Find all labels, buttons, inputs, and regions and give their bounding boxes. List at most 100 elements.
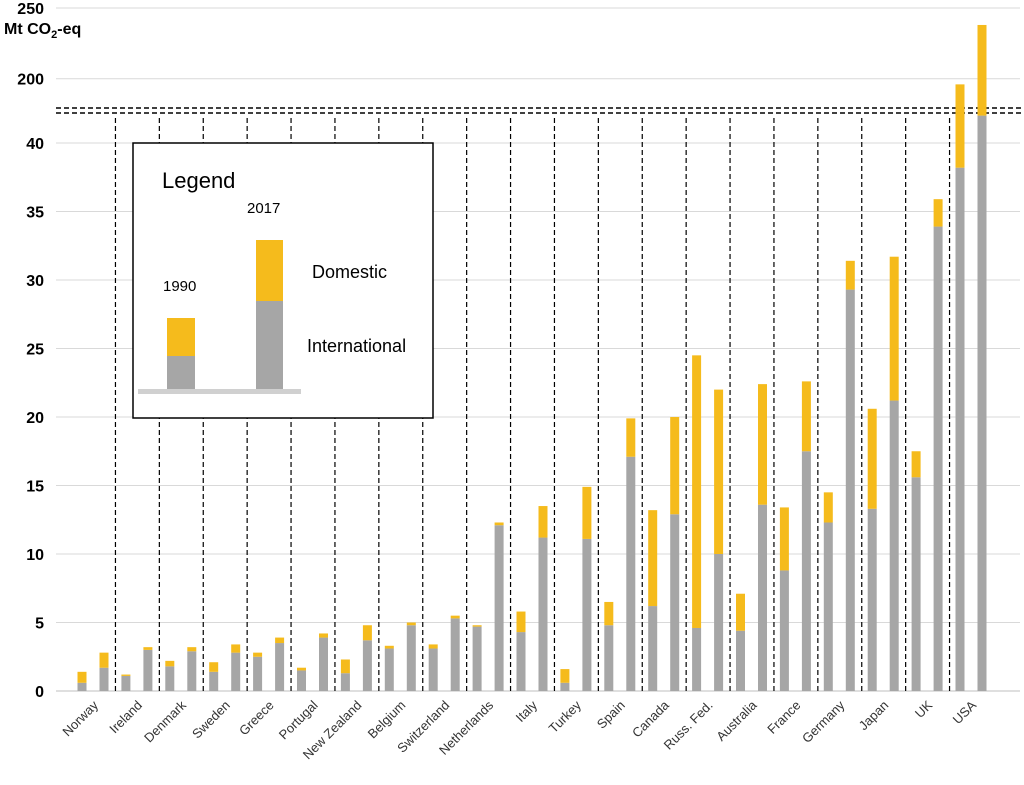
bar-domestic-1990	[77, 671, 87, 683]
bar-domestic-2017	[275, 637, 285, 644]
bar-domestic-2017	[670, 417, 680, 515]
bar-international-2017	[319, 637, 328, 691]
y-tick-label: 200	[17, 72, 44, 89]
bar-international-1990	[253, 656, 263, 691]
bar-international-1990	[911, 477, 921, 691]
bar-domestic-1990	[560, 669, 570, 683]
bar-domestic-2017	[582, 486, 592, 539]
legend: Legend 1990 2017 Domestic International	[132, 142, 434, 419]
legend-baseline	[138, 389, 301, 394]
bar-international-2017	[714, 554, 724, 691]
bar-international-2017	[889, 400, 899, 691]
bar-domestic-2017	[626, 418, 636, 457]
bar-domestic-1990	[472, 625, 482, 627]
bar-domestic-1990	[165, 660, 175, 667]
bar-international-2017	[758, 504, 767, 691]
category-label: Japan	[856, 698, 892, 734]
bar-domestic-1990	[911, 451, 921, 478]
bar-domestic-1990	[823, 492, 833, 523]
bar-international-1990	[428, 648, 438, 691]
bar-international-2017	[933, 226, 943, 691]
bar-international-2017	[231, 652, 241, 691]
category-label: Spain	[594, 698, 628, 732]
bar-domestic-2017	[801, 381, 811, 452]
legend-bar-2017-domestic	[256, 240, 283, 301]
bar-international-2017	[450, 618, 460, 691]
bar-international-2017	[801, 451, 811, 691]
y-tick-labels: 0 5 10 15 20 25 30 35 40 200 250	[17, 1, 44, 701]
bar-domestic-2017	[319, 633, 328, 638]
bar-international-1990	[340, 673, 350, 691]
bar-domestic-2017	[889, 256, 899, 401]
bar-domestic-1990	[121, 674, 131, 676]
y-tick-label: 40	[26, 136, 44, 153]
bar-domestic-2017	[406, 622, 416, 626]
bar-domestic-2017	[450, 615, 460, 619]
bar-international-2017	[275, 643, 285, 691]
bar-domestic-1990	[340, 659, 350, 674]
bar-domestic-2017	[362, 625, 372, 641]
bar-international-2017	[187, 651, 197, 691]
bar-domestic-1990	[779, 507, 789, 571]
bar-international-1990	[736, 630, 745, 691]
bar-international-2017	[143, 649, 153, 691]
bar-international-1990	[604, 625, 614, 691]
bar-domestic-1990	[604, 601, 614, 626]
bar-international-1990	[692, 627, 702, 691]
y-tick-label: 250	[17, 1, 44, 18]
bar-international-1990	[560, 682, 570, 691]
category-label: France	[764, 698, 803, 737]
bar-domestic-2017	[231, 644, 241, 653]
y-tick-label: 25	[26, 342, 44, 359]
category-label: Australia	[713, 697, 760, 744]
bar-international-2017	[670, 514, 680, 691]
bar-international-1990	[867, 508, 877, 691]
bar-international-1990	[955, 167, 965, 691]
bar-domestic-1990	[516, 611, 526, 633]
y-tick-label: 10	[26, 547, 44, 564]
category-label: Turkey	[546, 697, 585, 736]
legend-bar-1990-international	[167, 356, 195, 390]
bar-international-1990	[516, 632, 526, 691]
category-label: Denmark	[141, 697, 189, 745]
y-tick-label: 5	[35, 616, 44, 633]
bar-international-1990	[165, 666, 175, 691]
bar-domestic-1990	[428, 644, 438, 649]
bar-domestic-2017	[494, 522, 504, 526]
bar-international-2017	[626, 456, 636, 691]
category-label: UK	[912, 697, 936, 721]
bar-domestic-1990	[297, 667, 306, 671]
bar-domestic-1990	[253, 652, 263, 657]
y-axis-label: Mt CO2-eq	[4, 21, 81, 41]
bar-domestic-1990	[384, 645, 394, 649]
bar-international-2017	[845, 289, 855, 691]
legend-title: Legend	[162, 168, 235, 193]
bar-domestic-2017	[714, 389, 724, 554]
bars	[77, 24, 987, 692]
bar-international-1990	[472, 626, 482, 691]
bar-domestic-1990	[209, 662, 219, 672]
bar-domestic-2017	[187, 647, 197, 652]
y-tick-label: 0	[35, 684, 44, 701]
bar-international-2017	[582, 538, 592, 691]
bar-domestic-2017	[143, 647, 153, 650]
category-label: Greece	[236, 698, 277, 739]
legend-bar-1990-domestic	[167, 318, 195, 356]
bar-international-1990	[384, 648, 394, 691]
category-label: Germany	[799, 697, 848, 746]
y-tick-label: 20	[26, 410, 44, 427]
bar-domestic-1990	[736, 593, 745, 631]
bar-domestic-2017	[933, 199, 943, 227]
bar-domestic-1990	[692, 355, 702, 628]
bar-international-1990	[823, 522, 833, 691]
category-label: Ireland	[106, 698, 145, 737]
bar-domestic-1990	[867, 408, 877, 509]
bar-international-1990	[297, 670, 306, 691]
bar-domestic-2017	[758, 384, 767, 505]
bar-international-1990	[209, 671, 219, 691]
bar-international-1990	[648, 606, 658, 691]
bar-domestic-1990	[955, 84, 965, 168]
y-tick-label: 35	[26, 205, 44, 222]
legend-year-2017: 2017	[247, 200, 280, 217]
